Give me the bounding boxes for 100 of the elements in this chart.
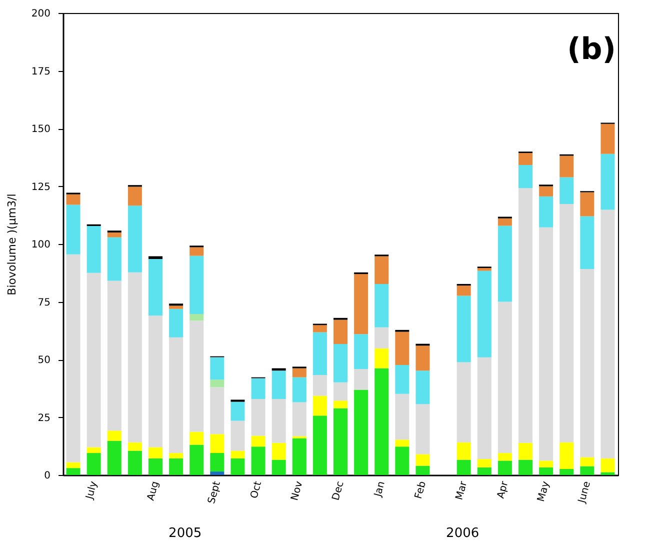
y-tick-label: 125 [31,182,50,193]
bar [128,442,142,451]
bar [128,186,142,206]
y-tick-label: 50 [38,355,50,366]
bar [354,390,368,475]
bar [498,226,512,302]
bar [600,210,615,458]
bar [66,254,80,462]
bar [456,296,471,362]
bar [518,152,532,165]
bar [190,247,204,256]
bar [210,387,224,434]
bar [539,460,554,468]
bar [395,365,410,394]
bar [395,394,410,440]
bar [210,472,224,475]
y-tick-label: 25 [38,412,50,424]
bar [477,268,492,271]
bar [580,192,594,216]
bar [518,442,532,460]
bar [128,206,142,272]
x-tick-label: June [576,480,593,506]
bar [477,357,492,460]
bar [354,274,368,334]
bar [230,450,245,458]
x-tick-label: Apr [496,479,511,500]
bar [169,337,184,454]
bar [560,204,574,442]
y-tick-label: 100 [31,240,50,250]
bar [169,306,184,309]
bar [169,458,184,475]
bar [374,284,389,328]
bar [518,165,532,188]
bar [354,368,368,390]
bar [272,399,286,443]
bar [272,460,286,475]
bar [416,370,430,404]
y-tick-label: 200 [31,8,50,20]
bar [210,453,224,472]
bar [251,399,266,436]
bar [518,460,532,475]
bar [272,370,286,399]
bar [292,438,306,475]
bar [334,320,348,344]
bar [334,400,348,408]
bar [456,442,471,460]
bar [560,177,574,204]
bar [334,344,348,382]
bar [374,327,389,348]
bar [169,453,184,458]
x-tick-label: Feb [413,480,429,500]
bar [190,320,204,432]
bar [395,446,410,475]
bar [86,272,101,448]
text: 2006 [446,526,480,541]
bar [148,458,162,475]
x-tick-label: Sept [206,480,223,506]
x-tick-label: Nov [290,480,306,502]
bar [539,227,554,461]
bar [416,346,430,371]
bar [66,204,80,254]
bar [498,453,512,461]
bar [312,325,327,332]
bar [354,334,368,369]
bar [477,459,492,468]
bar [230,402,245,421]
bar [128,450,142,475]
y-axis-title: Biovolume )(µm3/l [5,194,18,296]
bar [148,256,162,260]
bar [107,280,122,431]
y-tick-label: 150 [31,124,50,135]
x-tick-label: Oct [248,480,264,500]
x-tick-label: Mar [454,479,470,502]
bar [128,272,142,442]
bar [416,466,430,475]
bar [210,357,224,380]
bar [107,237,122,281]
text: (b) [567,32,616,67]
bar [456,286,471,296]
bar [600,472,615,475]
x-tick-label: May [536,480,552,504]
bar [518,188,532,443]
bar [374,368,389,475]
bar [498,460,512,475]
bar [312,396,327,416]
bar [272,442,286,460]
bar [580,466,594,475]
bar [374,256,389,284]
bar [456,362,471,442]
x-tick-label: Dec [330,480,346,502]
bar [416,454,430,466]
bar [456,460,471,475]
bar [477,467,492,475]
y-tick-label: 175 [31,66,50,78]
x-tick-label: July [84,480,100,502]
bar [498,302,512,454]
bar [395,440,410,447]
bar [148,447,162,458]
bar [560,156,574,178]
bar [169,308,184,338]
